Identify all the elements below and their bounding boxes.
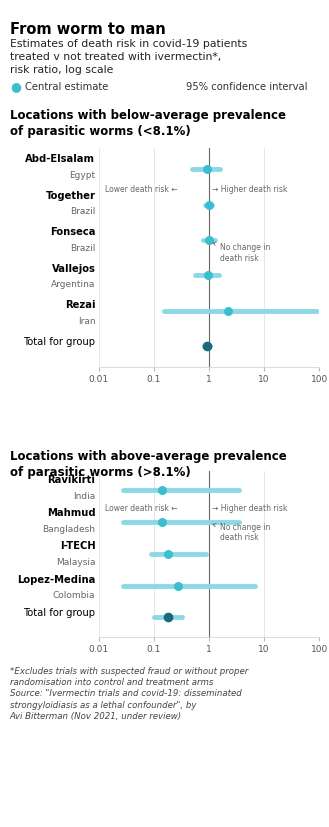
Text: Egypt: Egypt (69, 170, 95, 179)
Text: No change in
death risk: No change in death risk (213, 243, 270, 262)
Text: Lopez-Medina: Lopez-Medina (17, 574, 95, 584)
Text: → Higher death risk: → Higher death risk (212, 185, 288, 194)
Text: Bangladesh: Bangladesh (42, 524, 95, 533)
Text: Ravikirti: Ravikirti (47, 475, 95, 485)
Text: → Higher death risk: → Higher death risk (212, 504, 288, 513)
Text: No change in
death risk: No change in death risk (213, 523, 270, 542)
Text: Iran: Iran (78, 317, 95, 326)
Text: Vallejos: Vallejos (52, 264, 95, 274)
Text: Rezai: Rezai (65, 300, 95, 310)
Text: Locations with above-average prevalence
of parasitic worms (>8.1%): Locations with above-average prevalence … (10, 449, 287, 478)
Text: I-TECH: I-TECH (60, 541, 95, 551)
Text: Central estimate: Central estimate (25, 82, 108, 92)
Text: Fonseca: Fonseca (50, 227, 95, 237)
Text: Colombia: Colombia (53, 590, 95, 600)
Text: Abd-Elsalam: Abd-Elsalam (25, 154, 95, 164)
Text: Total for group: Total for group (23, 337, 95, 347)
Text: India: India (73, 491, 95, 500)
Text: Mahmud: Mahmud (47, 508, 95, 518)
Text: From worm to man: From worm to man (10, 22, 165, 36)
Text: Total for group: Total for group (23, 607, 95, 617)
Text: ●: ● (10, 80, 21, 93)
Text: Argentina: Argentina (51, 280, 95, 289)
Text: 95% confidence interval: 95% confidence interval (186, 82, 307, 92)
Text: Brazil: Brazil (70, 243, 95, 252)
Text: Lower death risk ←: Lower death risk ← (105, 185, 178, 194)
Text: *Excludes trials with suspected fraud or without proper
randomisation into contr: *Excludes trials with suspected fraud or… (10, 666, 248, 720)
Text: Estimates of death risk in covid-19 patients
treated v not treated with ivermect: Estimates of death risk in covid-19 pati… (10, 39, 247, 75)
Text: Together: Together (45, 190, 95, 200)
Text: Brazil: Brazil (70, 207, 95, 216)
Text: Lower death risk ←: Lower death risk ← (105, 504, 178, 513)
Text: Malaysia: Malaysia (56, 557, 95, 566)
Text: Locations with below-average prevalence
of parasitic worms (<8.1%): Locations with below-average prevalence … (10, 109, 286, 138)
